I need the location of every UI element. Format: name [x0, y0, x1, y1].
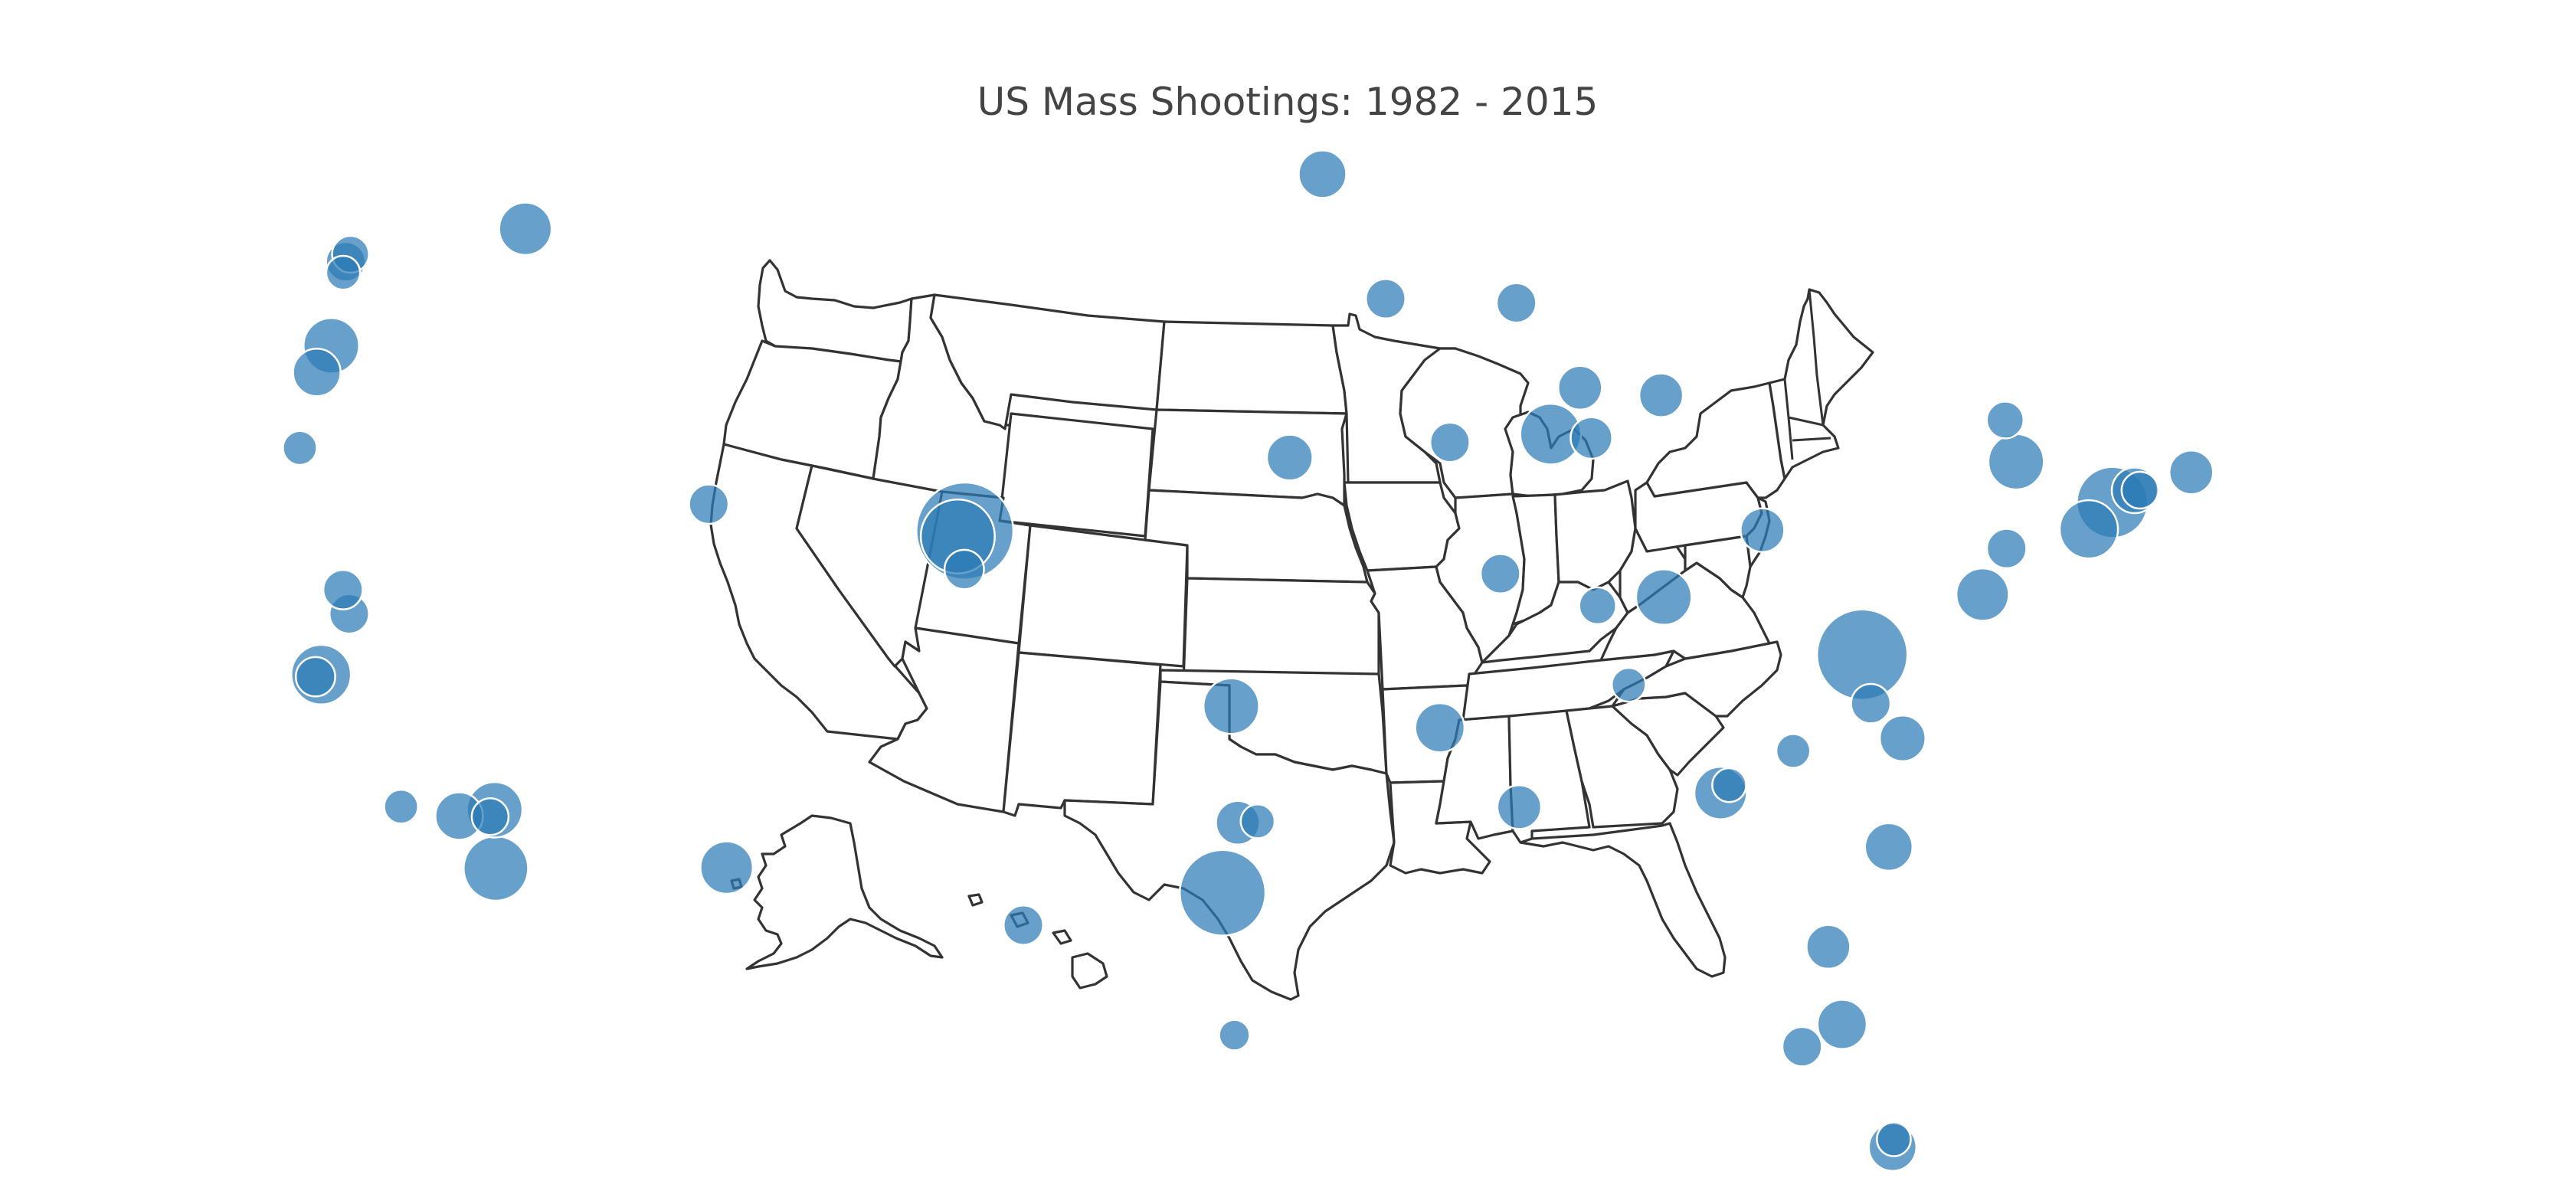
new-england-borders — [1783, 289, 1831, 460]
location-bubble-pennsylvania[interactable] — [1985, 528, 2028, 570]
location-bubble-winston-salem[interactable] — [1850, 682, 1892, 725]
state-colorado — [1017, 524, 1189, 668]
location-bubble-roseburg[interactable] — [282, 430, 318, 466]
location-bubble-binghamton[interactable] — [1987, 433, 2045, 491]
state-maryland-delaware — [1684, 535, 1752, 599]
location-bubble-manchester[interactable] — [2120, 470, 2160, 510]
location-bubble-columbus[interactable] — [1740, 507, 1786, 553]
state-new-england — [1768, 288, 1874, 480]
state-north-carolina — [1611, 640, 1782, 718]
location-bubble-greenville[interactable] — [1775, 733, 1812, 769]
location-bubble-tucson[interactable] — [699, 840, 754, 895]
location-bubble-san-francisco[interactable] — [294, 656, 336, 698]
location-bubble-syracuse[interactable] — [1985, 401, 2025, 440]
location-bubble-omaha[interactable] — [1265, 433, 1314, 482]
location-bubble-tupelo[interactable] — [1496, 784, 1543, 830]
location-bubble-st-louis[interactable] — [1479, 553, 1521, 595]
location-bubble-carthage[interactable] — [1878, 715, 1926, 763]
location-bubble-riverside[interactable] — [470, 797, 510, 836]
location-bubble-killeen[interactable] — [1178, 849, 1267, 937]
map-title: US Mass Shootings: 1982 - 2015 — [977, 80, 1599, 124]
location-bubble-evansville[interactable] — [1578, 586, 1617, 626]
location-bubble-boston[interactable] — [2168, 449, 2214, 496]
location-bubble-miami-2[interactable] — [1876, 1121, 1912, 1157]
location-bubble-charleston[interactable] — [1864, 822, 1914, 872]
location-bubble-tampa[interactable] — [1781, 1026, 1823, 1068]
location-bubble-salt-lake-city[interactable] — [688, 483, 730, 525]
location-bubble-new-york[interactable] — [2058, 499, 2119, 560]
state-wyoming — [998, 412, 1154, 538]
location-bubble-dallas[interactable] — [1239, 803, 1276, 839]
location-bubble-minneapolis[interactable] — [1365, 278, 1406, 320]
state-hawaii-big-island — [1071, 952, 1108, 990]
location-bubble-jacksonville[interactable] — [1805, 924, 1851, 970]
location-bubble-orlando[interactable] — [1816, 999, 1868, 1050]
state-north-dakota — [1155, 320, 1348, 415]
location-bubble-wausau[interactable] — [1495, 282, 1537, 324]
state-florida — [1519, 822, 1727, 978]
state-hawaii-kauai — [967, 893, 984, 907]
state-kansas — [1182, 577, 1380, 687]
location-bubble-washington-dc[interactable] — [1955, 567, 2010, 622]
location-bubble-san-diego[interactable] — [463, 835, 529, 902]
location-bubbles — [282, 149, 2214, 1173]
location-bubble-colorado-springs[interactable] — [943, 548, 985, 590]
location-bubble-spokane[interactable] — [498, 201, 553, 257]
location-bubble-iowa-city[interactable] — [1429, 421, 1471, 463]
location-bubble-grand-rapids[interactable] — [1638, 372, 1684, 418]
state-arizona — [868, 626, 1020, 813]
location-bubble-honolulu[interactable] — [1003, 905, 1044, 946]
location-bubble-nashville[interactable] — [1610, 666, 1647, 703]
location-bubble-chicago[interactable] — [1569, 416, 1613, 460]
state-montana — [929, 293, 1166, 430]
location-bubble-little-rock[interactable] — [1414, 702, 1466, 754]
state-iowa — [1343, 481, 1461, 572]
location-bubble-oklahoma-city[interactable] — [1202, 677, 1260, 735]
state-hawaii-maui — [1052, 929, 1072, 945]
location-bubble-atlanta-2[interactable] — [1711, 767, 1747, 803]
location-bubble-salem[interactable] — [292, 348, 342, 397]
state-new-mexico — [1002, 651, 1162, 817]
location-bubble-seattle-3[interactable] — [325, 254, 362, 291]
location-bubble-chico[interactable] — [322, 568, 364, 610]
state-alaska — [745, 814, 944, 970]
location-bubble-red-lake[interactable] — [1298, 149, 1347, 199]
location-bubble-milwaukee[interactable] — [1557, 365, 1603, 411]
location-bubble-goleta[interactable] — [383, 788, 419, 825]
location-bubble-louisville[interactable] — [1635, 568, 1693, 626]
state-nebraska — [1144, 489, 1369, 584]
us-map — [709, 259, 1874, 1001]
location-bubble-corpus-christi[interactable] — [1218, 1019, 1251, 1052]
